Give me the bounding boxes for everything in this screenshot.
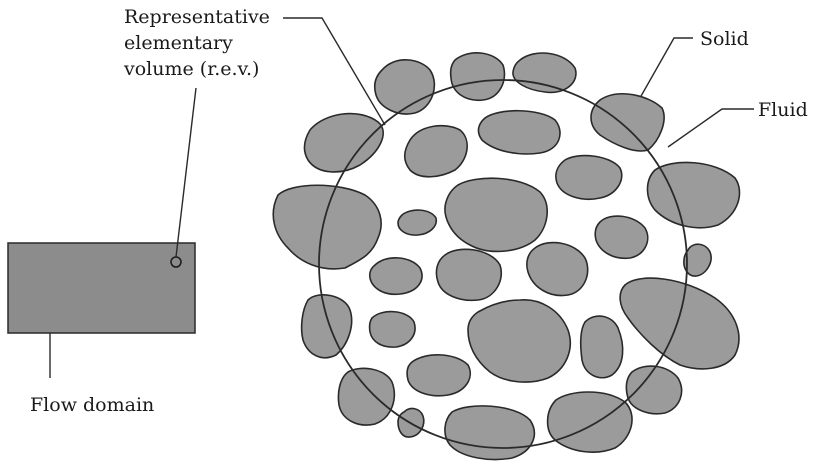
grain [337,367,396,426]
grain [467,299,572,383]
grain [590,93,665,152]
grain [397,209,438,236]
grain [477,109,561,155]
rev-label-line-3: volume (r.e.v.) [124,58,260,80]
solid-label: Solid [700,28,749,50]
grain [368,257,423,296]
solid-grains [272,52,741,461]
rev-circle [318,79,688,449]
grain [444,405,536,461]
rev-label-line-2: elementary [124,32,233,54]
grain [272,184,382,270]
rev-circle-leader-line [283,17,386,126]
grain [625,365,683,415]
grain [403,124,468,178]
rev-point-marker [170,256,182,268]
grain [683,243,712,277]
grain [526,241,589,297]
grain [594,215,649,260]
grain [406,354,472,397]
rev-leader-line [175,87,197,258]
grain [555,154,623,200]
grain [373,59,436,115]
flow-domain-label: Flow domain [30,394,155,416]
grain [512,52,577,94]
fluid-leader-line [667,108,754,148]
grain [579,315,624,379]
grain [435,248,502,302]
flow-domain-rectangle [7,242,196,334]
fluid-label: Fluid [758,99,808,121]
grain [546,391,633,453]
rev-label: Representative elementary volume (r.e.v.… [124,4,270,82]
grain [444,177,548,253]
grain [300,294,353,359]
grain [303,112,384,173]
grain [619,277,740,370]
rev-label-line-1: Representative [124,6,270,28]
solid-leader-line [631,37,693,113]
grain [449,52,506,102]
grain [368,310,416,348]
grain [646,161,741,229]
